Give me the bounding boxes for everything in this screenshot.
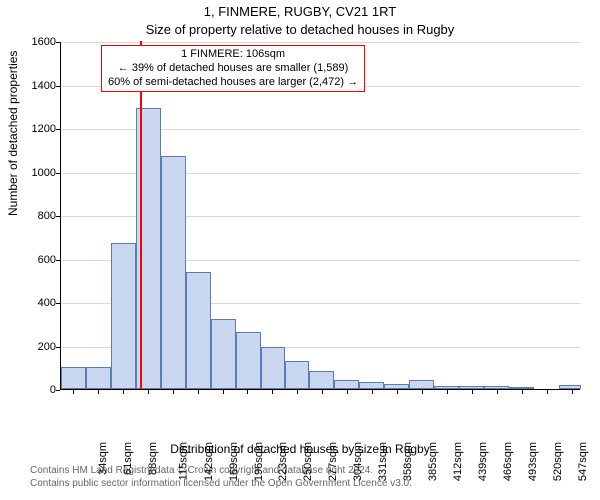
histogram-bar xyxy=(236,332,261,389)
chart-title-line2: Size of property relative to detached ho… xyxy=(0,22,600,37)
x-tick-label: 547sqm xyxy=(577,442,589,481)
histogram-bar xyxy=(111,243,136,389)
histogram-bar xyxy=(434,386,459,389)
y-tick-label: 400 xyxy=(6,297,56,309)
x-tick-label: 169sqm xyxy=(228,442,240,481)
x-tick-label: 304sqm xyxy=(352,442,364,481)
chart-title-line1: 1, FINMERE, RUGBY, CV21 1RT xyxy=(0,4,600,19)
histogram-bar xyxy=(61,367,86,389)
plot-area: 1 FINMERE: 106sqm ← 39% of detached hous… xyxy=(60,42,580,390)
x-tick-mark xyxy=(297,390,298,394)
histogram-bar xyxy=(409,380,434,389)
x-tick-label: 412sqm xyxy=(452,442,464,481)
x-tick-label: 88sqm xyxy=(147,442,159,475)
x-tick-mark xyxy=(223,390,224,394)
histogram-bar xyxy=(309,371,334,389)
x-tick-mark xyxy=(497,390,498,394)
x-tick-mark xyxy=(98,390,99,394)
x-tick-label: 520sqm xyxy=(552,442,564,481)
histogram-bar xyxy=(359,382,384,389)
x-tick-label: 142sqm xyxy=(203,442,215,481)
y-tick-label: 800 xyxy=(6,210,56,222)
histogram-bar xyxy=(211,319,236,389)
x-tick-label: 250sqm xyxy=(303,442,315,481)
histogram-bar xyxy=(484,386,509,389)
annotation-box: 1 FINMERE: 106sqm ← 39% of detached hous… xyxy=(101,45,365,92)
histogram-bar xyxy=(559,385,581,389)
chart-container: 1, FINMERE, RUGBY, CV21 1RT Size of prop… xyxy=(0,0,600,500)
x-tick-mark xyxy=(198,390,199,394)
histogram-bar xyxy=(186,272,211,389)
histogram-bar xyxy=(261,347,285,389)
y-tick-label: 1000 xyxy=(6,167,56,179)
x-tick-mark xyxy=(73,390,74,394)
x-tick-label: 439sqm xyxy=(477,442,489,481)
x-tick-mark xyxy=(447,390,448,394)
y-tick-label: 1400 xyxy=(6,80,56,92)
y-tick-label: 1200 xyxy=(6,123,56,135)
x-tick-mark xyxy=(272,390,273,394)
x-tick-label: 34sqm xyxy=(97,442,109,475)
x-tick-mark xyxy=(522,390,523,394)
histogram-bar xyxy=(285,361,310,389)
x-tick-mark xyxy=(173,390,174,394)
x-tick-mark xyxy=(372,390,373,394)
y-tick-label: 600 xyxy=(6,254,56,266)
x-tick-label: 61sqm xyxy=(122,442,134,475)
histogram-bar xyxy=(334,380,359,389)
x-tick-label: 466sqm xyxy=(502,442,514,481)
y-tick-mark xyxy=(56,173,60,174)
grid-line xyxy=(61,42,580,43)
x-tick-mark xyxy=(322,390,323,394)
x-tick-mark xyxy=(397,390,398,394)
y-tick-label: 1600 xyxy=(6,36,56,48)
histogram-bar xyxy=(459,386,484,389)
x-tick-label: 331sqm xyxy=(377,442,389,481)
y-tick-label: 200 xyxy=(6,341,56,353)
y-tick-mark xyxy=(56,390,60,391)
y-tick-mark xyxy=(56,216,60,217)
x-tick-mark xyxy=(572,390,573,394)
histogram-bar xyxy=(509,387,534,389)
x-tick-mark xyxy=(123,390,124,394)
x-tick-label: 358sqm xyxy=(402,442,414,481)
y-tick-mark xyxy=(56,86,60,87)
y-tick-mark xyxy=(56,260,60,261)
annotation-line2: ← 39% of detached houses are smaller (1,… xyxy=(108,62,358,76)
x-tick-label: 385sqm xyxy=(427,442,439,481)
x-tick-label: 223sqm xyxy=(278,442,290,481)
y-tick-label: 0 xyxy=(6,384,56,396)
x-tick-label: 196sqm xyxy=(253,442,265,481)
histogram-bar xyxy=(86,367,111,389)
annotation-line3: 60% of semi-detached houses are larger (… xyxy=(108,76,358,90)
y-tick-mark xyxy=(56,129,60,130)
x-tick-label: 277sqm xyxy=(328,442,340,481)
histogram-bar xyxy=(161,156,186,389)
y-tick-mark xyxy=(56,42,60,43)
y-tick-mark xyxy=(56,303,60,304)
y-tick-mark xyxy=(56,347,60,348)
x-tick-mark xyxy=(247,390,248,394)
x-tick-mark xyxy=(148,390,149,394)
x-tick-label: 493sqm xyxy=(527,442,539,481)
x-tick-label: 115sqm xyxy=(177,442,189,480)
x-tick-mark xyxy=(347,390,348,394)
x-tick-mark xyxy=(547,390,548,394)
annotation-line1: 1 FINMERE: 106sqm xyxy=(108,48,358,62)
x-tick-mark xyxy=(472,390,473,394)
reference-line xyxy=(140,41,142,389)
histogram-bar xyxy=(384,384,409,389)
x-tick-mark xyxy=(422,390,423,394)
